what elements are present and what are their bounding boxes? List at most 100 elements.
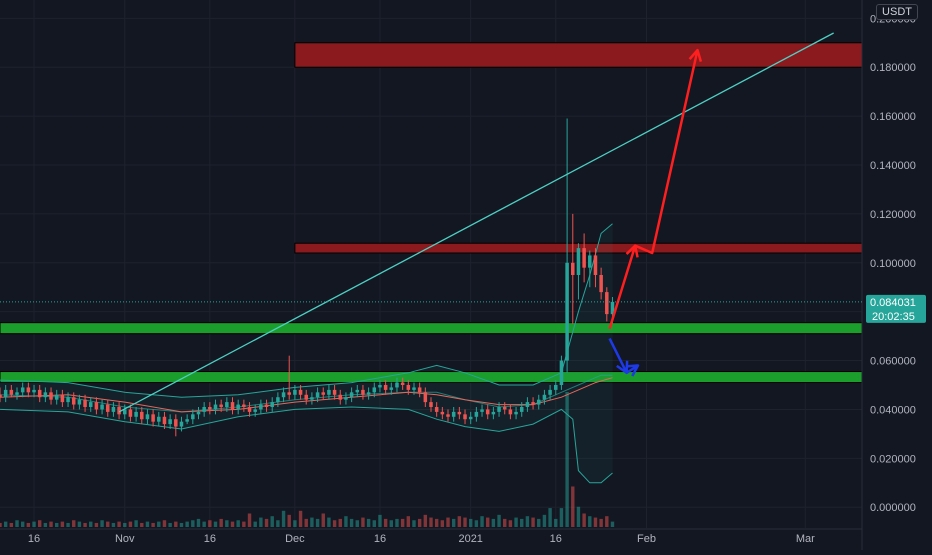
candle[interactable] [361,385,365,400]
candle[interactable] [134,407,138,422]
candle[interactable] [412,382,416,395]
candle[interactable] [429,397,433,412]
candle[interactable] [508,404,513,420]
candle[interactable] [571,213,575,324]
candle[interactable] [0,387,2,403]
candle[interactable] [43,387,48,403]
candle[interactable] [3,385,8,403]
candle[interactable] [123,404,127,420]
candle[interactable] [468,411,473,425]
currency-badge[interactable]: USDT [876,4,918,20]
candle[interactable] [202,402,206,417]
candle[interactable] [111,402,116,417]
candle[interactable] [140,407,144,425]
candle[interactable] [219,399,223,412]
candle[interactable] [565,118,569,373]
support-zone-2[interactable] [0,322,863,335]
candle[interactable] [145,409,150,425]
candle[interactable] [213,399,218,415]
resistance-zone-0[interactable] [294,42,863,68]
candle[interactable] [157,411,161,427]
candle[interactable] [128,404,133,422]
candle[interactable] [559,355,564,390]
candle[interactable] [191,409,195,425]
forecast-up-arrow[interactable] [608,48,703,330]
candle[interactable] [196,407,201,420]
candle[interactable] [162,411,167,429]
candle[interactable] [293,385,297,400]
candle[interactable] [253,404,257,417]
candle[interactable] [242,399,246,412]
candle[interactable] [225,397,229,412]
candle[interactable] [287,355,291,400]
candle[interactable] [366,387,371,400]
candle[interactable] [502,402,507,415]
candle[interactable] [474,407,479,422]
candle[interactable] [599,267,603,300]
candle[interactable] [463,409,467,425]
candle[interactable] [588,250,592,288]
candle[interactable] [15,387,19,400]
candle[interactable] [519,402,524,417]
candle[interactable] [321,387,326,400]
candle[interactable] [310,392,314,405]
candle[interactable] [605,287,609,322]
candle[interactable] [66,392,70,407]
candle[interactable] [185,414,189,425]
candle[interactable] [247,402,252,417]
candle[interactable] [593,248,598,288]
candle[interactable] [383,380,388,395]
candle[interactable] [531,397,535,410]
candle[interactable] [71,392,76,410]
candles[interactable] [0,118,615,437]
candle[interactable] [105,399,110,417]
candle[interactable] [536,394,541,410]
candle[interactable] [168,414,172,429]
candle[interactable] [514,407,518,420]
candle[interactable] [20,382,25,398]
candle[interactable] [304,389,308,405]
candle[interactable] [315,387,320,403]
candle[interactable] [548,385,552,400]
candle[interactable] [417,382,422,398]
candle[interactable] [77,394,82,410]
candle[interactable] [230,397,235,415]
candle[interactable] [327,385,331,400]
candle[interactable] [440,407,445,420]
candle[interactable] [37,385,42,403]
candle[interactable] [54,389,59,405]
candle[interactable] [485,404,490,420]
candle[interactable] [9,385,14,398]
candle[interactable] [281,387,286,403]
candle[interactable] [88,397,93,412]
candle[interactable] [423,387,428,407]
trendline[interactable] [118,32,834,413]
candle[interactable] [298,385,303,400]
candle[interactable] [497,402,501,417]
candle[interactable] [344,392,348,405]
candle[interactable] [264,399,269,412]
candle[interactable] [174,414,178,437]
candle[interactable] [576,243,581,300]
candle[interactable] [355,385,360,398]
candle[interactable] [276,392,280,407]
candle[interactable] [49,387,53,405]
drawings[interactable] [118,32,834,413]
candle[interactable] [208,402,212,415]
candle[interactable] [542,389,547,405]
candle[interactable] [378,380,382,393]
candle[interactable] [179,416,184,432]
candle[interactable] [259,399,263,415]
candle[interactable] [32,385,36,398]
candle[interactable] [332,385,337,400]
candle[interactable] [349,387,354,403]
candle[interactable] [60,389,65,407]
candle[interactable] [151,409,155,427]
candle[interactable] [100,399,104,415]
candle[interactable] [94,397,99,415]
candle[interactable] [457,407,462,420]
candle[interactable] [389,382,394,395]
candle[interactable] [83,394,87,412]
